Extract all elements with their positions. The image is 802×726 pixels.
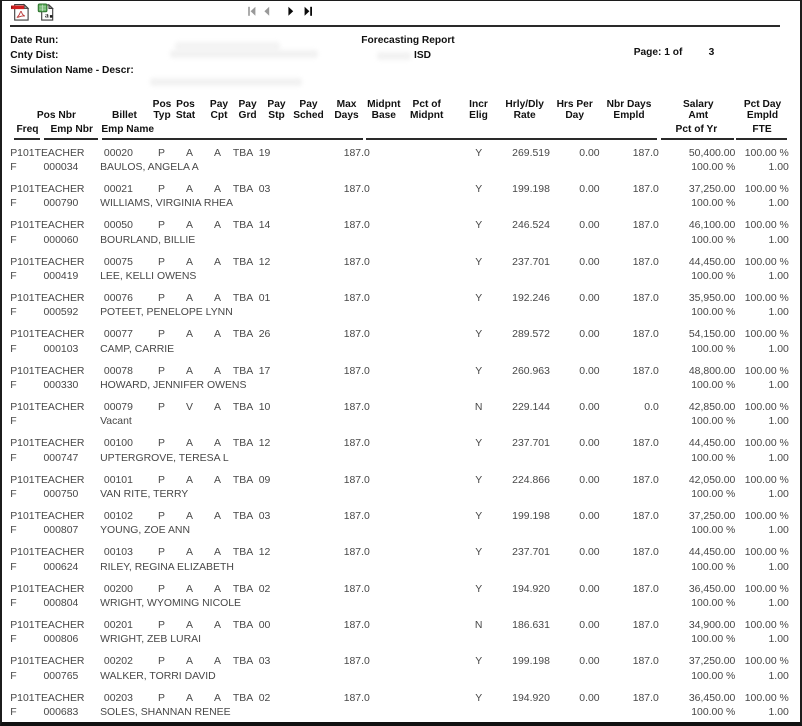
svg-text:a: a: [45, 10, 49, 19]
